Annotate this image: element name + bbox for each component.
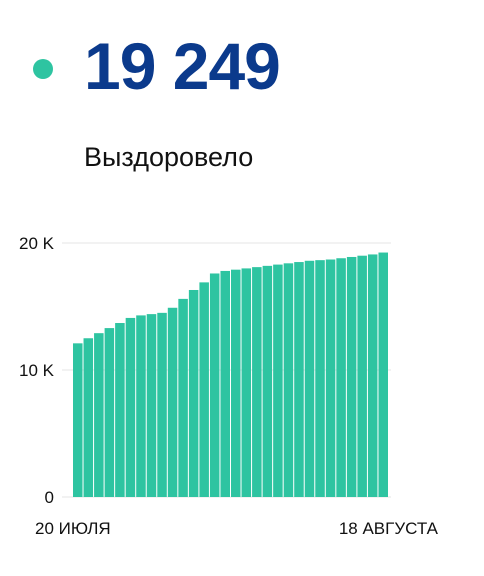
- chart-bar[interactable]: [325, 259, 336, 497]
- chart-bar[interactable]: [188, 289, 199, 497]
- recovered-count: 19 249: [84, 29, 281, 103]
- chart-bar[interactable]: [346, 256, 357, 497]
- chart-bar[interactable]: [304, 260, 315, 497]
- chart-y-ticks: 0 10 K 20 K: [19, 234, 55, 507]
- chart-bar[interactable]: [315, 260, 325, 497]
- x-axis-start-label: 20 ИЮЛЯ: [35, 519, 111, 538]
- chart-bar[interactable]: [231, 269, 241, 497]
- chart-bar[interactable]: [252, 267, 262, 497]
- chart-bar[interactable]: [262, 265, 273, 497]
- chart-bar[interactable]: [83, 338, 94, 497]
- chart-bar[interactable]: [273, 264, 283, 497]
- chart-bar[interactable]: [199, 282, 209, 497]
- chart-bar[interactable]: [283, 263, 294, 497]
- chart-bar[interactable]: [178, 298, 188, 497]
- x-axis-end-label: 18 АВГУСТА: [339, 519, 439, 538]
- chart-bar[interactable]: [167, 307, 178, 497]
- recovered-label: Выздоровело: [84, 142, 254, 172]
- chart-bar[interactable]: [73, 343, 83, 497]
- chart-bar[interactable]: [94, 333, 104, 497]
- chart-bar[interactable]: [157, 312, 167, 497]
- chart-bars: [73, 252, 388, 497]
- chart-bar[interactable]: [209, 273, 220, 497]
- status-dot: [33, 59, 53, 79]
- y-tick-label: 0: [45, 488, 54, 507]
- chart-bar[interactable]: [220, 270, 230, 497]
- y-tick-label: 10 K: [19, 361, 55, 380]
- recovered-chart: 0 10 K 20 K 20 ИЮЛЯ 18 АВГУСТА: [19, 234, 439, 538]
- chart-bar[interactable]: [136, 315, 146, 497]
- chart-bar[interactable]: [367, 254, 378, 497]
- chart-bar[interactable]: [294, 262, 304, 497]
- chart-bar[interactable]: [125, 317, 136, 497]
- chart-bar[interactable]: [241, 268, 252, 497]
- chart-bar[interactable]: [378, 252, 388, 497]
- chart-bar[interactable]: [357, 255, 367, 497]
- chart-bar[interactable]: [115, 323, 125, 497]
- y-tick-label: 20 K: [19, 234, 55, 253]
- chart-bar[interactable]: [336, 258, 346, 497]
- chart-bar[interactable]: [146, 314, 157, 497]
- chart-bar[interactable]: [104, 328, 115, 497]
